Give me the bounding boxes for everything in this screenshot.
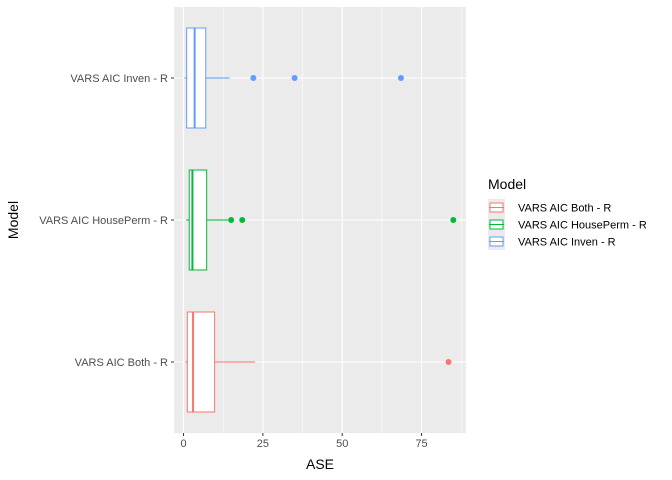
box-3 — [184, 27, 404, 129]
outlier-point — [397, 75, 404, 81]
y-axis: VARS AIC Both - R VARS AIC HousePerm - R V… — [39, 73, 174, 369]
x-tick-label: 25 — [257, 438, 269, 450]
outlier-point — [250, 75, 257, 81]
outlier-point — [445, 359, 452, 365]
legend-entry-3: VARS AIC Inven - R — [488, 233, 616, 250]
y-tick-label: VARS AIC Inven - R — [70, 73, 168, 85]
y-tick-label: VARS AIC Both - R — [75, 357, 168, 369]
box-2 — [186, 169, 457, 271]
x-tick-label: 50 — [336, 438, 348, 450]
x-axis: 0 25 50 75 — [180, 433, 428, 450]
legend-label: VARS AIC Inven - R — [518, 237, 616, 249]
box-iqr — [186, 311, 216, 413]
box-1 — [185, 311, 452, 413]
legend-title: Model — [488, 176, 526, 192]
x-axis-title: ASE — [306, 456, 334, 472]
legend-label: VARS AIC Both - R — [518, 203, 611, 215]
x-tick-label: 0 — [180, 438, 186, 450]
outlier-point — [450, 217, 457, 223]
box-iqr — [186, 27, 207, 129]
x-tick-label: 75 — [415, 438, 427, 450]
box-iqr — [188, 169, 208, 271]
outlier-point — [239, 217, 246, 223]
legend-entry-1: VARS AIC Both - R — [488, 199, 611, 216]
legend-label: VARS AIC HousePerm - R — [518, 220, 647, 232]
legend-entry-2: VARS AIC HousePerm - R — [488, 216, 647, 233]
outlier-point — [228, 217, 235, 223]
y-tick-label: VARS AIC HousePerm - R — [39, 215, 168, 227]
box-layer — [184, 27, 457, 413]
legend: Model VARS AIC Both - R VARS AIC HousePer… — [488, 176, 647, 250]
y-axis-title: Model — [5, 201, 21, 239]
outlier-point — [291, 75, 298, 81]
